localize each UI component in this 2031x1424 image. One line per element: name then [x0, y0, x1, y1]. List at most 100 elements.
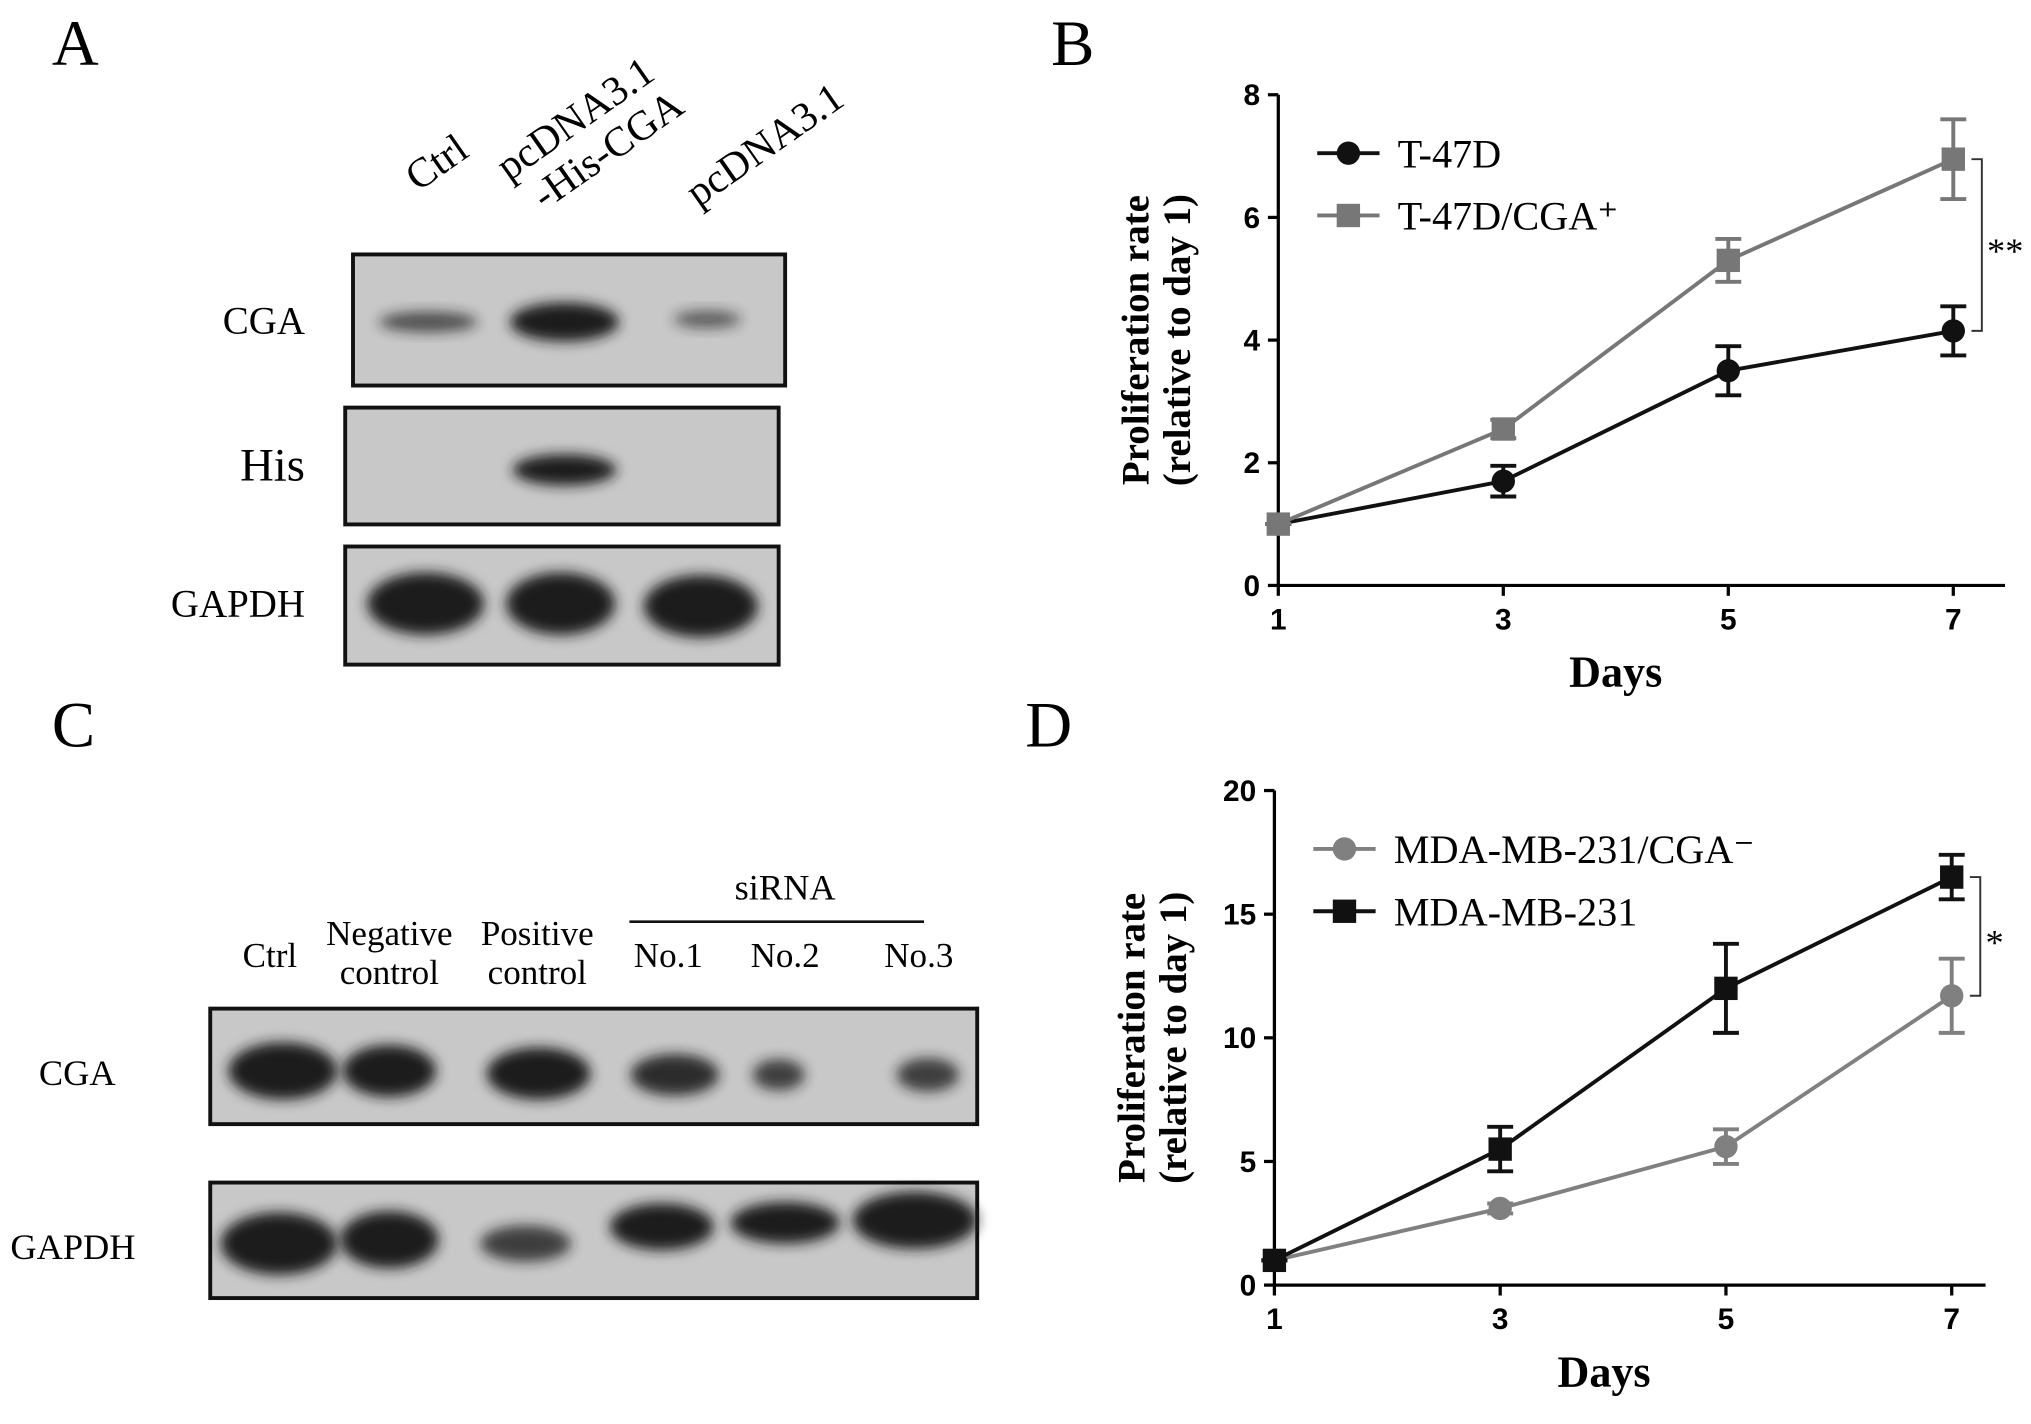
y-axis-label: (relative to day 1) [1152, 892, 1195, 1184]
series-line [1277, 328, 1954, 527]
lane-label: pcDNA3.1 [677, 74, 852, 216]
band [220, 1212, 338, 1275]
lane-label: control [340, 953, 439, 992]
blot-a [343, 252, 788, 667]
marker [1488, 1196, 1512, 1221]
y-tick-label: 4 [1244, 324, 1261, 357]
band [730, 1202, 840, 1244]
lane-label: Negative [326, 914, 452, 953]
significance-bracket [1969, 876, 1982, 997]
x-tick-label: 5 [1720, 604, 1737, 637]
marker [1266, 512, 1290, 536]
band [340, 1211, 439, 1269]
x-tick-label: 1 [1270, 604, 1287, 637]
marker [1714, 976, 1738, 1001]
legend-marker [1336, 203, 1361, 228]
band [609, 1203, 714, 1251]
y-tick-label: 6 [1244, 202, 1261, 235]
lane-label: Ctrl [397, 125, 476, 200]
band [752, 1059, 805, 1091]
y-tick-label: 0 [1240, 1269, 1257, 1302]
significance-label: ** [1987, 231, 2023, 271]
panel-letter: D [1025, 689, 1072, 761]
marker [1940, 865, 1964, 889]
y-tick-label: 0 [1244, 570, 1261, 603]
marker [1940, 984, 1964, 1008]
band [480, 1225, 572, 1262]
lane-label: Ctrl [243, 936, 298, 975]
band [673, 310, 742, 329]
legend-label: MDA-MB-231/CGA⁻ [1394, 827, 1755, 872]
marker [1488, 1137, 1512, 1161]
band [852, 1191, 978, 1249]
y-tick-label: 2 [1244, 447, 1261, 480]
x-tick-label: 7 [1943, 1303, 1960, 1336]
significance-label: * [1985, 923, 2003, 963]
blot-strip [208, 1006, 980, 1127]
band [486, 1047, 591, 1100]
lane-label: No.1 [634, 936, 703, 975]
marker [1714, 1134, 1738, 1159]
blot-strip [208, 1180, 980, 1301]
legend-label: T-47D/CGA⁺ [1398, 194, 1619, 239]
lane-label: Positive [481, 914, 594, 953]
panel-letter: B [1051, 8, 1094, 80]
marker [1262, 1248, 1287, 1273]
x-axis-label: Days [1569, 648, 1662, 697]
marker [1716, 359, 1740, 383]
row-label: CGA [223, 300, 305, 343]
band [630, 1054, 719, 1096]
row-label: CGA [39, 1053, 116, 1093]
x-tick-label: 3 [1492, 1303, 1509, 1336]
marker [1716, 248, 1740, 273]
band [643, 575, 758, 638]
band [896, 1057, 960, 1092]
series-line [1277, 157, 1955, 526]
band [506, 572, 616, 635]
marker [1941, 319, 1965, 343]
series-line [1273, 994, 1953, 1263]
y-tick-label: 5 [1240, 1146, 1257, 1179]
group-label: siRNA [735, 868, 836, 908]
marker [1491, 469, 1515, 493]
x-axis-label: Days [1557, 1347, 1650, 1396]
lane-label: No.3 [884, 936, 953, 975]
legend-label: MDA-MB-231 [1394, 890, 1638, 935]
lane-label: No.2 [751, 936, 820, 975]
blot-c [208, 920, 980, 1301]
legend-marker [1332, 899, 1357, 923]
lane-label-line: Ctrl [397, 125, 476, 200]
series-line [1273, 875, 1953, 1263]
x-tick-label: 7 [1945, 604, 1962, 637]
y-axis-label: (relative to day 1) [1156, 194, 1199, 486]
marker [1941, 147, 1965, 171]
lane-label: pcDNA3.1-His-CGA [488, 48, 692, 218]
x-tick-label: 1 [1266, 1303, 1283, 1336]
panel-letter: A [52, 8, 99, 80]
x-tick-label: 3 [1495, 604, 1512, 637]
legend-marker [1332, 837, 1357, 861]
lane-label: control [488, 953, 587, 992]
y-axis-label: Proliferation rate [1111, 893, 1154, 1183]
band [228, 1042, 338, 1100]
legend-label: T-47D [1398, 131, 1502, 176]
band [367, 572, 485, 635]
y-tick-label: 15 [1223, 899, 1256, 932]
band [342, 1044, 437, 1097]
significance-bracket [1971, 158, 1983, 332]
row-label: His [240, 439, 305, 491]
x-tick-label: 5 [1718, 1303, 1735, 1336]
y-tick-label: 10 [1223, 1022, 1256, 1055]
y-axis-label: Proliferation rate [1115, 195, 1158, 485]
lane-label-line: pcDNA3.1 [677, 74, 852, 216]
y-tick-label: 20 [1223, 775, 1256, 808]
y-tick-label: 8 [1244, 79, 1261, 112]
marker [1491, 417, 1515, 441]
band [378, 311, 478, 333]
legend-marker [1336, 141, 1361, 165]
panel-letter: C [52, 689, 95, 761]
band [510, 302, 620, 342]
row-label: GAPDH [10, 1227, 135, 1267]
band [512, 454, 617, 486]
